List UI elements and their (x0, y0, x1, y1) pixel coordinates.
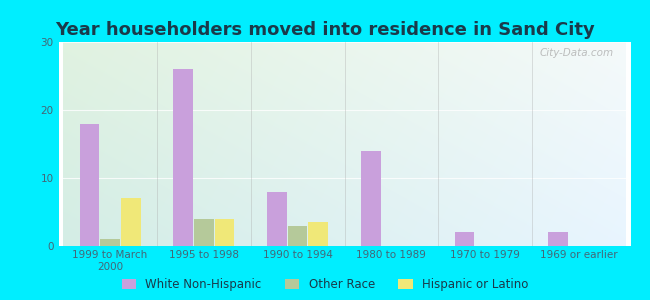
Bar (549, 232, 568, 246)
Bar (174, 69, 193, 246)
Text: Year householders moved into residence in Sand City: Year householders moved into residence i… (55, 21, 595, 39)
Bar (214, 219, 234, 246)
Bar (308, 222, 328, 246)
Bar (455, 232, 474, 246)
Bar (267, 192, 287, 246)
Text: City-Data.com: City-Data.com (540, 48, 614, 58)
Bar (121, 198, 140, 246)
Bar (361, 151, 381, 246)
Bar (194, 219, 214, 246)
Bar (288, 226, 307, 246)
Legend: White Non-Hispanic, Other Race, Hispanic or Latino: White Non-Hispanic, Other Race, Hispanic… (122, 278, 528, 291)
Bar (79, 124, 99, 246)
Bar (100, 239, 120, 246)
